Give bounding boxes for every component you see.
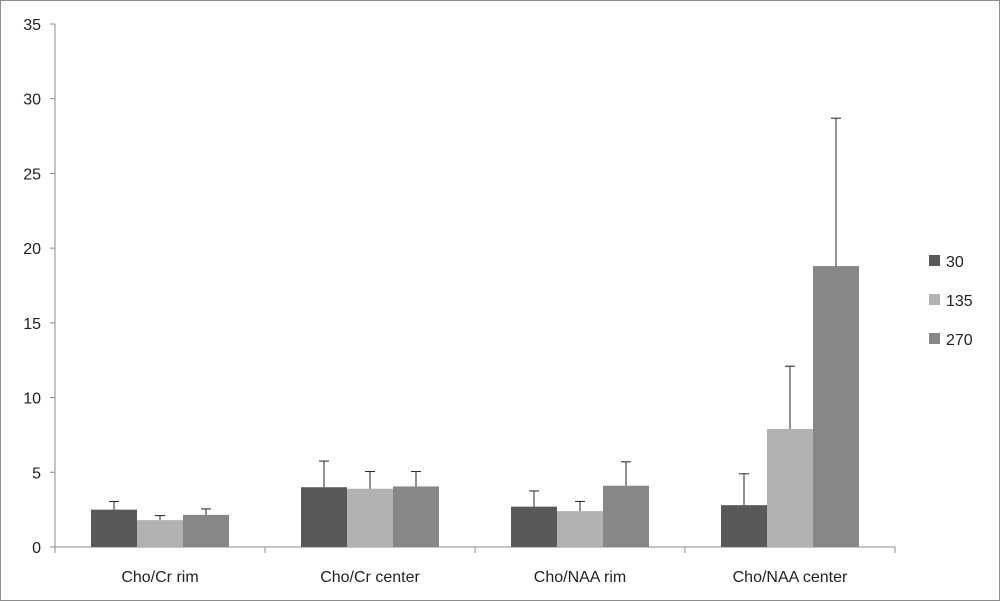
bar-135-1 — [347, 488, 393, 547]
legend-swatch-30 — [929, 255, 940, 266]
y-tick-label: 25 — [23, 166, 41, 183]
x-category-label: Cho/NAA rim — [534, 569, 626, 586]
bar-30-1 — [301, 487, 347, 547]
bar-135-2 — [557, 511, 603, 547]
bar-30-0 — [91, 509, 137, 547]
legend: 30 135 270 — [929, 254, 973, 349]
x-category-label: Cho/Cr rim — [121, 569, 198, 586]
bar-270-1 — [393, 486, 439, 547]
bar-270-2 — [603, 485, 649, 547]
legend-label-270: 270 — [946, 332, 973, 349]
error-bars — [109, 117, 841, 521]
y-tick-label: 35 — [23, 17, 41, 34]
bar-30-2 — [511, 506, 557, 547]
bar-135-0 — [137, 520, 183, 547]
bars — [91, 266, 859, 547]
x-category-label: Cho/Cr center — [320, 569, 420, 586]
y-tick-label: 30 — [23, 92, 41, 109]
y-axis: 0 5 10 15 20 25 30 35 — [23, 17, 56, 557]
y-tick-label: 0 — [32, 540, 41, 557]
x-category-label: Cho/NAA center — [733, 569, 848, 586]
y-tick-label: 15 — [23, 316, 41, 333]
y-tick-label: 10 — [23, 391, 41, 408]
x-axis: Cho/Cr rim Cho/Cr center Cho/NAA rim Cho/NA… — [54, 546, 896, 586]
legend-swatch-135 — [929, 294, 940, 305]
y-tick-label: 20 — [23, 241, 41, 258]
bar-135-3 — [767, 428, 813, 547]
legend-label-30: 30 — [946, 254, 964, 271]
bar-30-3 — [721, 505, 767, 547]
bar-270-0 — [183, 514, 229, 547]
legend-swatch-270 — [929, 333, 940, 344]
bar-270-3 — [813, 266, 859, 547]
legend-label-135: 135 — [946, 293, 973, 310]
y-tick-label: 5 — [32, 465, 41, 482]
